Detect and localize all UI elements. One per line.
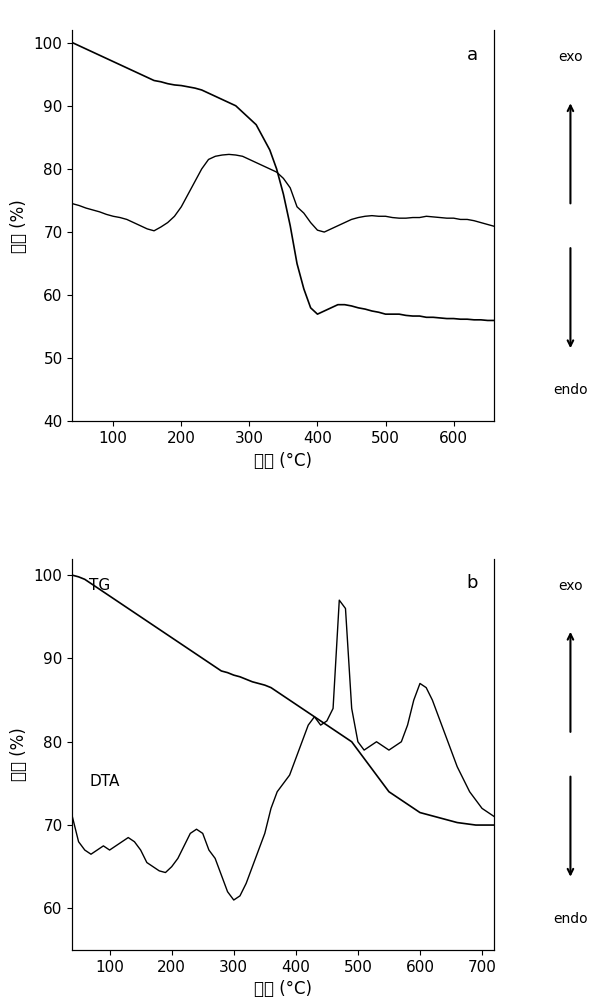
Y-axis label: 重量 (%): 重量 (%)	[10, 199, 28, 253]
Text: exo: exo	[558, 50, 582, 64]
Text: endo: endo	[553, 912, 588, 926]
X-axis label: 温度 (°C): 温度 (°C)	[254, 980, 312, 998]
Text: TG: TG	[89, 578, 110, 593]
Y-axis label: 重量 (%): 重量 (%)	[10, 727, 28, 781]
X-axis label: 温度 (°C): 温度 (°C)	[254, 452, 312, 470]
Text: b: b	[466, 574, 478, 592]
Text: a: a	[467, 46, 478, 64]
Text: exo: exo	[558, 579, 582, 593]
Text: endo: endo	[553, 383, 588, 397]
Text: DTA: DTA	[89, 774, 119, 789]
